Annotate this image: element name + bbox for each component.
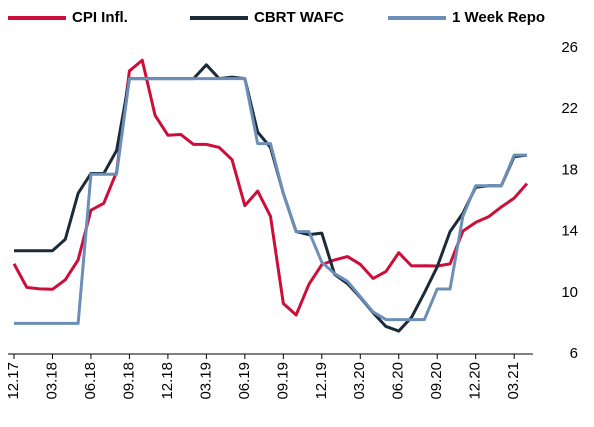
x-tick-label: 12.20 <box>467 362 484 400</box>
x-tick-label: 03.21 <box>505 362 522 400</box>
y-tick-label: 26 <box>561 39 578 56</box>
x-tick-label: 09.19 <box>274 362 291 400</box>
y-tick-label: 6 <box>570 345 578 362</box>
legend-label: CPI Infl. <box>72 9 128 26</box>
y-tick-label: 10 <box>561 284 578 301</box>
x-tick-label: 03.18 <box>43 362 60 400</box>
y-tick-label: 22 <box>561 100 578 117</box>
x-tick-label: 12.19 <box>313 362 330 400</box>
x-tick-label: 03.20 <box>351 362 368 400</box>
series-line <box>12 58 529 317</box>
x-tick-label: 06.20 <box>390 362 407 400</box>
x-tick-label: 09.18 <box>120 362 137 400</box>
x-tick-label: 06.18 <box>82 362 99 400</box>
y-tick-label: 14 <box>561 223 578 240</box>
x-tick-label: 12.17 <box>5 362 22 400</box>
x-tick-label: 06.19 <box>236 362 253 400</box>
series-line <box>14 77 527 325</box>
series-line <box>14 63 528 333</box>
x-tick-label: 03.19 <box>197 362 214 400</box>
x-tick-label: 12.18 <box>159 362 176 400</box>
y-tick-label: 18 <box>561 161 578 178</box>
legend-label: 1 Week Repo <box>452 9 545 26</box>
legend-label: CBRT WAFC <box>254 9 344 26</box>
x-tick-label: 09.20 <box>428 362 445 400</box>
